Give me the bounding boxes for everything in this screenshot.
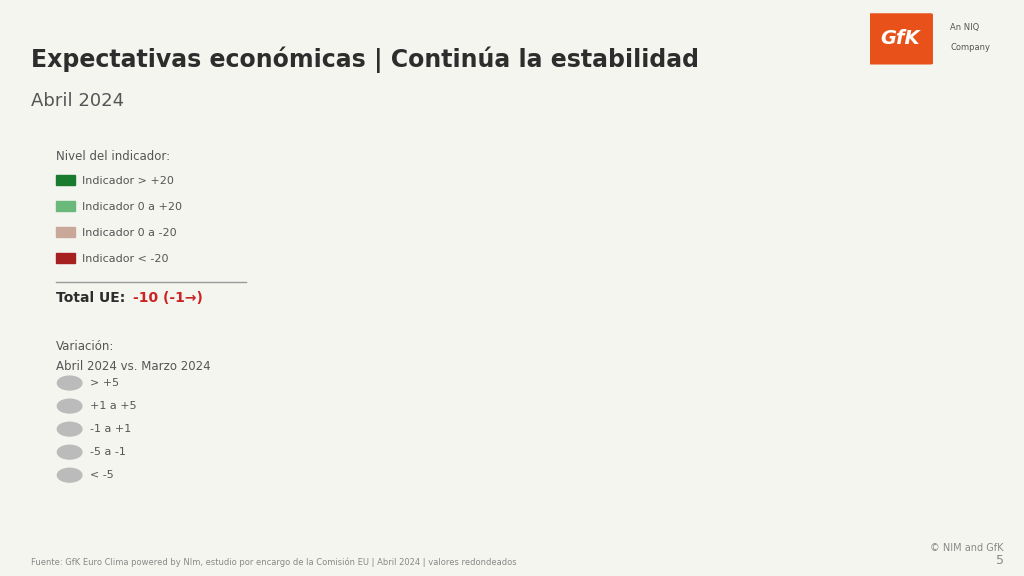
Text: ↑: ↑ [66,378,74,388]
Text: +1 a +5: +1 a +5 [90,401,137,411]
Text: Indicador < -20: Indicador < -20 [82,253,168,264]
Text: GfK: GfK [881,29,921,48]
Text: 5: 5 [995,554,1004,567]
Text: Total UE:: Total UE: [56,291,130,305]
Text: Abril 2024: Abril 2024 [31,92,124,110]
FancyBboxPatch shape [867,13,933,65]
Text: Indicador > +20: Indicador > +20 [82,176,174,186]
Text: ↘: ↘ [66,447,74,457]
Text: Fuente: GfK Euro Clima powered by NIm, estudio por encargo de la Comisión EU | A: Fuente: GfK Euro Clima powered by NIm, e… [31,558,516,567]
Text: -10 (-1→): -10 (-1→) [133,291,203,305]
Text: -1 a +1: -1 a +1 [90,424,131,434]
Text: -5 a -1: -5 a -1 [90,447,126,457]
Text: Indicador 0 a -20: Indicador 0 a -20 [82,228,176,238]
Text: > +5: > +5 [90,378,119,388]
Text: Expectativas económicas | Continúa la estabilidad: Expectativas económicas | Continúa la es… [31,46,698,73]
Text: Variación:: Variación: [56,340,115,353]
Text: © NIM and GfK: © NIM and GfK [930,543,1004,553]
Text: < -5: < -5 [90,470,114,480]
Text: Abril 2024 vs. Marzo 2024: Abril 2024 vs. Marzo 2024 [56,360,211,373]
Text: An NIQ: An NIQ [950,23,980,32]
Text: ↓: ↓ [66,470,74,480]
Text: ↗: ↗ [66,401,74,411]
Text: Nivel del indicador:: Nivel del indicador: [56,150,170,163]
Text: Company: Company [950,43,990,52]
Text: →: → [66,424,74,434]
Text: Indicador 0 a +20: Indicador 0 a +20 [82,202,182,212]
